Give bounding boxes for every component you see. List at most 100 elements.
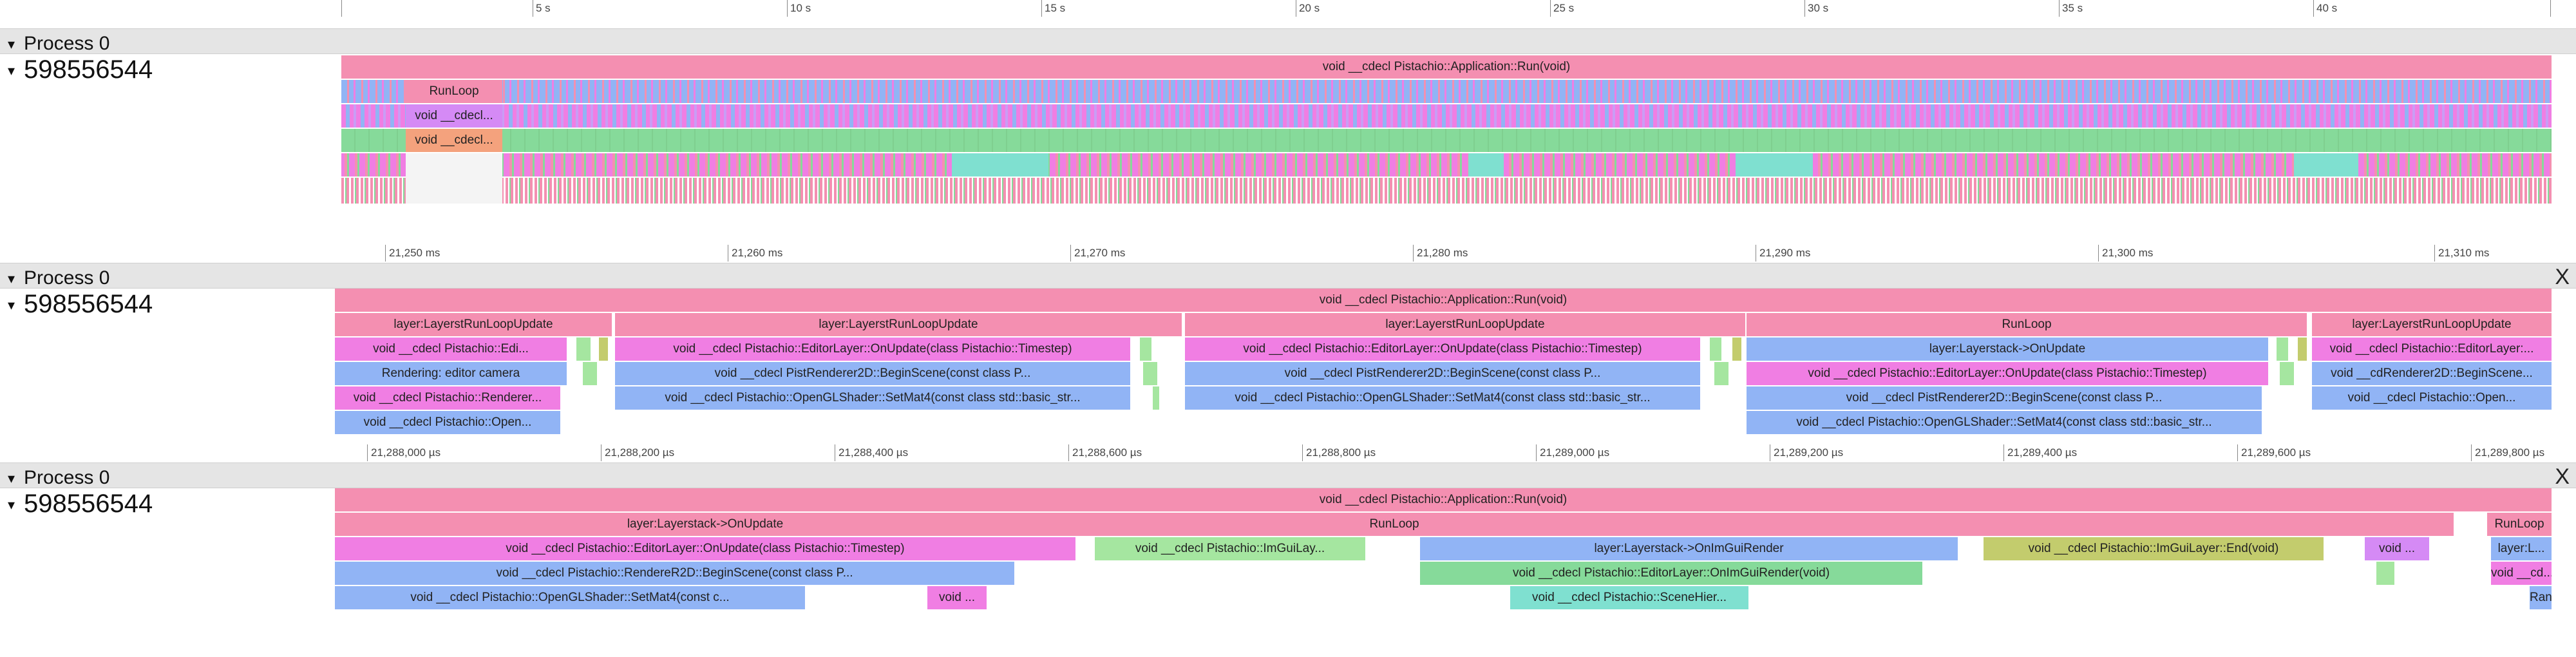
thread-id: 598556544: [24, 55, 153, 84]
slice-teal[interactable]: [1736, 153, 1813, 176]
slice-small[interactable]: [1710, 338, 1721, 361]
ruler-tick: [787, 0, 788, 17]
flame-track: void __cdecl Pistachio::Application::Run…: [0, 488, 2576, 643]
process-header[interactable]: ▾ Process 0 X: [0, 462, 2576, 489]
slice-teal[interactable]: [1468, 153, 1504, 176]
ruler-tick: [2098, 245, 2099, 262]
expand-triangle-icon[interactable]: ▾: [8, 297, 15, 314]
thread-label[interactable]: ▾ 598556544: [8, 55, 153, 84]
slice-setmat4[interactable]: void __cdecl Pistachio::OpenGLShader::Se…: [335, 586, 805, 609]
slice-layerstack-onupdate[interactable]: layer:Layerstack->OnUpdate: [1747, 338, 2268, 361]
slice-runloop[interactable]: RunLoop: [1747, 313, 2307, 336]
slice-setmat4[interactable]: void __cdecl Pistachio::OpenGLShader::Se…: [1747, 411, 2262, 434]
slice-small[interactable]: [1140, 338, 1151, 361]
slice-runloop[interactable]: RunLoop: [406, 80, 502, 103]
slice-teal[interactable]: [952, 153, 1048, 176]
slice-small[interactable]: [583, 362, 597, 385]
slice-small[interactable]: [2376, 562, 2394, 585]
slice-application-run[interactable]: void __cdecl Pistachio::Application::Run…: [335, 488, 2552, 511]
slice-imgui-end[interactable]: void __cdecl Pistachio::ImGuiLayer::End(…: [1984, 537, 2324, 560]
slice-editor-onupdate[interactable]: void __cdecl Pistachio::EditorLayer::OnU…: [335, 537, 1075, 560]
ruler-label: 15 s: [1045, 2, 1066, 14]
slice-onimguirender[interactable]: layer:Layerstack->OnImGuiRender: [1420, 537, 1958, 560]
ruler-label: 21,288,200 µs: [605, 446, 675, 459]
slice-renderer[interactable]: void __cdecl Pistachio::Renderer...: [335, 386, 560, 410]
slice-editor-onupdate[interactable]: void __cdecl Pistachio::EditorLayer::OnU…: [1185, 338, 1700, 361]
slice-row-shader[interactable]: [341, 153, 2552, 176]
slice-application-run[interactable]: void __cdecl Pistachio::Application::Run…: [341, 55, 2552, 79]
slice-imgui-begin[interactable]: void __cdecl Pistachio::ImGuiLay...: [1095, 537, 1365, 560]
slice-editor-onupdate[interactable]: void __cdecl Pistachio::Edi...: [335, 338, 567, 361]
slice-void-short[interactable]: void ...: [927, 586, 987, 609]
ruler-tick: [1068, 444, 1069, 461]
time-ruler: 5 s 10 s 15 s 20 s 25 s 30 s 35 s 40 s: [0, 0, 2576, 17]
slice-editor-onupdate[interactable]: void __cdecl Pistachio::EditorLayer::OnU…: [1747, 362, 2268, 385]
slice-ran[interactable]: Ran: [2530, 586, 2552, 609]
slice-small[interactable]: [1153, 386, 1159, 410]
slice-row-runloop[interactable]: [341, 80, 2552, 103]
slice-runloop-update[interactable]: layer:LayerstRunLoopUpdate: [2312, 313, 2552, 336]
slice-setmat4[interactable]: void __cdecl Pistachio::OpenGLShader::Se…: [1185, 386, 1700, 410]
ruler-label: 21,289,800 µs: [2475, 446, 2545, 459]
thread-label[interactable]: ▾ 598556544: [8, 290, 153, 319]
slice-renderer2d-begin[interactable]: void __cdRenderer2D::BeginScene...: [2312, 362, 2552, 385]
ruler-label: 40 s: [2316, 2, 2338, 14]
ruler-label: 21,288,400 µs: [838, 446, 909, 459]
ruler-tick: [1413, 245, 1414, 262]
slice-row-onupdate[interactable]: [341, 104, 2552, 128]
ruler-tick: [1536, 444, 1537, 461]
slice-runloop[interactable]: RunLoop: [335, 513, 2454, 536]
slice-layerstack-onupdate[interactable]: layer:Layerstack->OnUpdate: [627, 517, 784, 531]
ruler-label: 21,289,400 µs: [2007, 446, 2078, 459]
close-icon[interactable]: X: [2555, 464, 2570, 489]
slice-void-cdecl[interactable]: void __cdecl...: [406, 129, 502, 152]
slice-runloop-update[interactable]: layer:LayerstRunLoopUpdate: [615, 313, 1182, 336]
expand-triangle-icon[interactable]: ▾: [8, 62, 15, 79]
slice-small[interactable]: [599, 338, 608, 361]
collapse-triangle-icon[interactable]: ▾: [8, 36, 15, 53]
slice-small[interactable]: [576, 338, 591, 361]
slice-runloop-2[interactable]: RunLoop: [2487, 513, 2552, 536]
slice-void-cd[interactable]: void __cd...: [2491, 562, 2552, 585]
ms-zoom-panel: 21,250 ms 21,260 ms 21,270 ms 21,280 ms …: [0, 245, 2576, 457]
slice-renderer2d-begin[interactable]: void __cdecl PistRenderer2D::BeginScene(…: [1185, 362, 1700, 385]
slice-renderer2d-begin[interactable]: void __cdecl Pistachio::RendereR2D::Begi…: [335, 562, 1014, 585]
slice-opengl[interactable]: void __cdecl Pistachio::Open...: [335, 411, 560, 434]
overview-panel: 5 s 10 s 15 s 20 s 25 s 30 s 35 s 40 s ▾…: [0, 0, 2576, 245]
collapse-triangle-icon[interactable]: ▾: [8, 271, 15, 287]
collapse-triangle-icon[interactable]: ▾: [8, 470, 15, 487]
slice-rendering-camera[interactable]: Rendering: editor camera: [335, 362, 567, 385]
slice-small[interactable]: [1714, 362, 1728, 385]
slice-small[interactable]: [1732, 338, 1741, 361]
slice-renderer2d-begin[interactable]: void __cdecl PistRenderer2D::BeginScene(…: [615, 362, 1130, 385]
slice-editor-onimguirender[interactable]: void __cdecl Pistachio::EditorLayer::OnI…: [1420, 562, 1922, 585]
slice-renderer2d-begin[interactable]: void __cdecl PistRenderer2D::BeginScene(…: [1747, 386, 2262, 410]
slice-teal[interactable]: [2294, 153, 2358, 176]
slice-editor-onupdate[interactable]: void __cdecl Pistachio::EditorLayer:...: [2312, 338, 2552, 361]
thread-label[interactable]: ▾ 598556544: [8, 490, 153, 519]
slice-runloop-update[interactable]: layer:LayerstRunLoopUpdate: [335, 313, 612, 336]
slice-small[interactable]: [2277, 338, 2288, 361]
slice-opengl[interactable]: void __cdecl Pistachio::Open...: [2312, 386, 2552, 410]
slice-layer-short[interactable]: layer:L...: [2491, 537, 2552, 560]
ruler-label: 21,260 ms: [732, 247, 783, 259]
process-header[interactable]: ▾ Process 0 X: [0, 263, 2576, 289]
close-icon[interactable]: X: [2555, 265, 2570, 289]
slice-editor-onupdate[interactable]: void __cdecl Pistachio::EditorLayer::OnU…: [615, 338, 1130, 361]
process-header[interactable]: ▾ Process 0: [0, 28, 2576, 54]
time-ruler: 21,288,000 µs 21,288,200 µs 21,288,400 µ…: [0, 444, 2576, 461]
slice-application-run[interactable]: void __cdecl Pistachio::Application::Run…: [335, 289, 2552, 312]
process-title: ▾ Process 0: [8, 267, 109, 289]
slice-void-cdecl[interactable]: void __cdecl...: [406, 104, 502, 128]
expand-triangle-icon[interactable]: ▾: [8, 497, 15, 513]
slice-setmat4[interactable]: void __cdecl Pistachio::OpenGLShader::Se…: [615, 386, 1130, 410]
slice-row-render[interactable]: [341, 129, 2552, 152]
slice-small[interactable]: [2298, 338, 2307, 361]
slice-small[interactable]: [2280, 362, 2294, 385]
ruler-tick: [2313, 0, 2314, 17]
slice-runloop-update[interactable]: layer:LayerstRunLoopUpdate: [1185, 313, 1745, 336]
slice-void-short-2[interactable]: void ...: [2365, 537, 2429, 560]
slice-scenehierarchy[interactable]: void __cdecl Pistachio::SceneHier...: [1510, 586, 1748, 609]
slice-row-leaf[interactable]: [341, 178, 2552, 204]
slice-small[interactable]: [1143, 362, 1157, 385]
